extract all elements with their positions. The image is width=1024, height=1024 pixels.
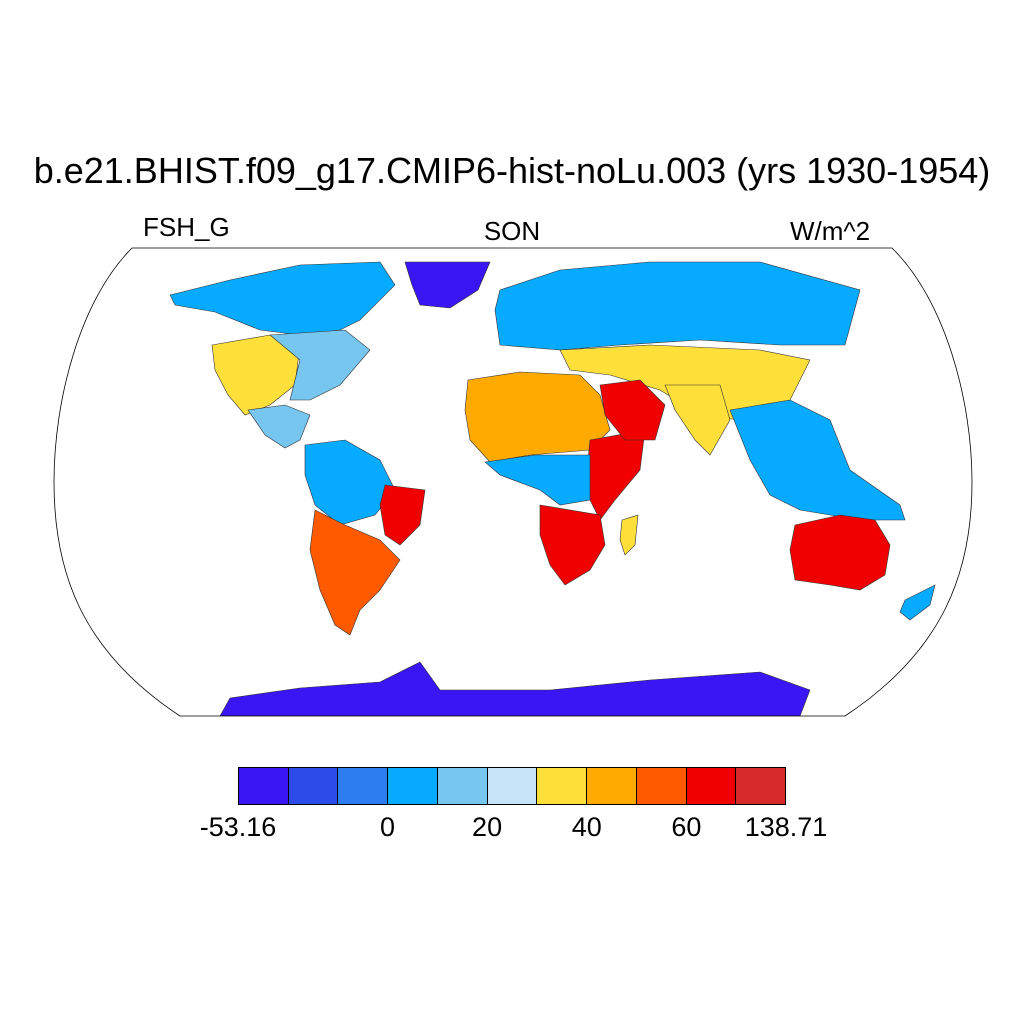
colorbar-box: [635, 767, 687, 805]
land-region-greenland: [404, 261, 491, 309]
land-region-central-america: [247, 404, 311, 449]
land-region-new-zealand: [899, 584, 936, 621]
colorbar-label: 40: [571, 812, 602, 842]
season-label: SON: [483, 216, 541, 246]
land-region-south-america-amazon: [304, 439, 396, 526]
land-region-central-africa: [484, 454, 591, 506]
land-region-east-africa: [584, 429, 646, 521]
colorbar-label: 138.71: [744, 812, 828, 842]
land-region-madagascar: [619, 514, 639, 556]
land-region-sahara: [464, 371, 611, 463]
land-region-antarctica: [219, 661, 811, 716]
colorbar-box: [586, 767, 637, 805]
colorbar-box: [486, 767, 538, 805]
units-label: W/m^2: [790, 216, 871, 246]
land-region-north-america-north: [169, 261, 396, 336]
colorbar-label: -53.16: [199, 812, 277, 842]
colorbar-box: [337, 767, 389, 805]
colorbar-box: [735, 767, 787, 805]
colorbar-box: [238, 767, 289, 805]
colorbar-box: [436, 767, 488, 805]
colorbar-box: [685, 767, 737, 805]
colorbar-box: [387, 767, 438, 805]
map-title: b.e21.BHIST.f09_g17.CMIP6-hist-noLu.003 …: [33, 150, 991, 191]
colorbar-label: 20: [472, 812, 503, 842]
colorbar-box: [536, 767, 588, 805]
land-region-australia: [789, 514, 891, 591]
colorbar-labels: -53.16 0 20 40 60 138.71: [0, 812, 1024, 852]
land-region-north-america-east: [269, 329, 371, 401]
colorbar-box: [287, 767, 339, 805]
colorbar-label: 60: [671, 812, 702, 842]
globe-outline: [53, 247, 973, 717]
land-region-southeast-asia: [729, 399, 906, 521]
land-region-india: [664, 384, 731, 456]
colorbar-label: 0: [379, 812, 395, 842]
land-region-arabia: [599, 379, 666, 441]
variable-label: FSH_G: [143, 212, 230, 242]
land-region-south-america-east: [379, 484, 426, 546]
land-region-southern-africa: [539, 504, 606, 586]
land-region-europe-north-asia: [494, 261, 861, 351]
land-region-south-america-south: [309, 509, 401, 636]
colorbar: [238, 767, 787, 805]
